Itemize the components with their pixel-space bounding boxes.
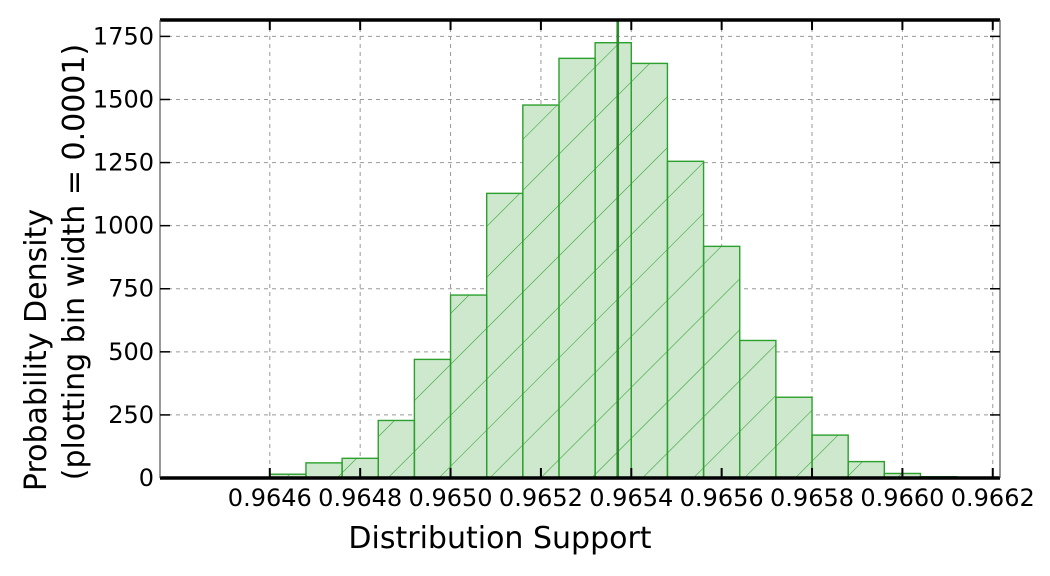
- x-tick-label: 0.9658: [770, 484, 854, 512]
- y-tick-label: 750: [108, 275, 154, 303]
- x-axis-label: Distribution Support: [348, 521, 651, 556]
- y-tick-label: 0: [139, 464, 154, 492]
- y-tick-label: 1000: [93, 212, 154, 240]
- y-axis-label-line-2: (plotting bin width = 0.0001): [57, 44, 92, 480]
- ticks: [160, 20, 1000, 479]
- y-tick-label: 1250: [93, 149, 154, 177]
- x-tick-label: 0.9660: [860, 484, 944, 512]
- x-tick-label: 0.9652: [499, 484, 583, 512]
- y-tick-label: 500: [108, 338, 154, 366]
- y-tick-labels: 0 250 500 750 1000 1250 1500 1750: [93, 22, 154, 492]
- x-tick-label: 0.9662: [951, 484, 1035, 512]
- histogram-bar: [847, 460, 886, 478]
- x-tick-label: 0.9654: [589, 484, 673, 512]
- histogram-bar: [811, 434, 849, 478]
- x-tick-label: 0.9648: [318, 484, 402, 512]
- y-tick-label: 1500: [93, 85, 154, 113]
- x-tick-label: 0.9646: [228, 484, 312, 512]
- x-tick-label: 0.9650: [409, 484, 493, 512]
- x-tick-labels: 0.9646 0.9648 0.9650 0.9652 0.9654 0.9656 0.96…: [228, 484, 1035, 512]
- axes: [159, 18, 1001, 480]
- y-tick-label: 250: [108, 401, 154, 429]
- y-axis-label-line-1: Probability Density: [19, 209, 54, 491]
- x-tick-label: 0.9656: [680, 484, 764, 512]
- y-tick-label: 1750: [93, 22, 154, 50]
- histogram-hatch: [269, 42, 957, 478]
